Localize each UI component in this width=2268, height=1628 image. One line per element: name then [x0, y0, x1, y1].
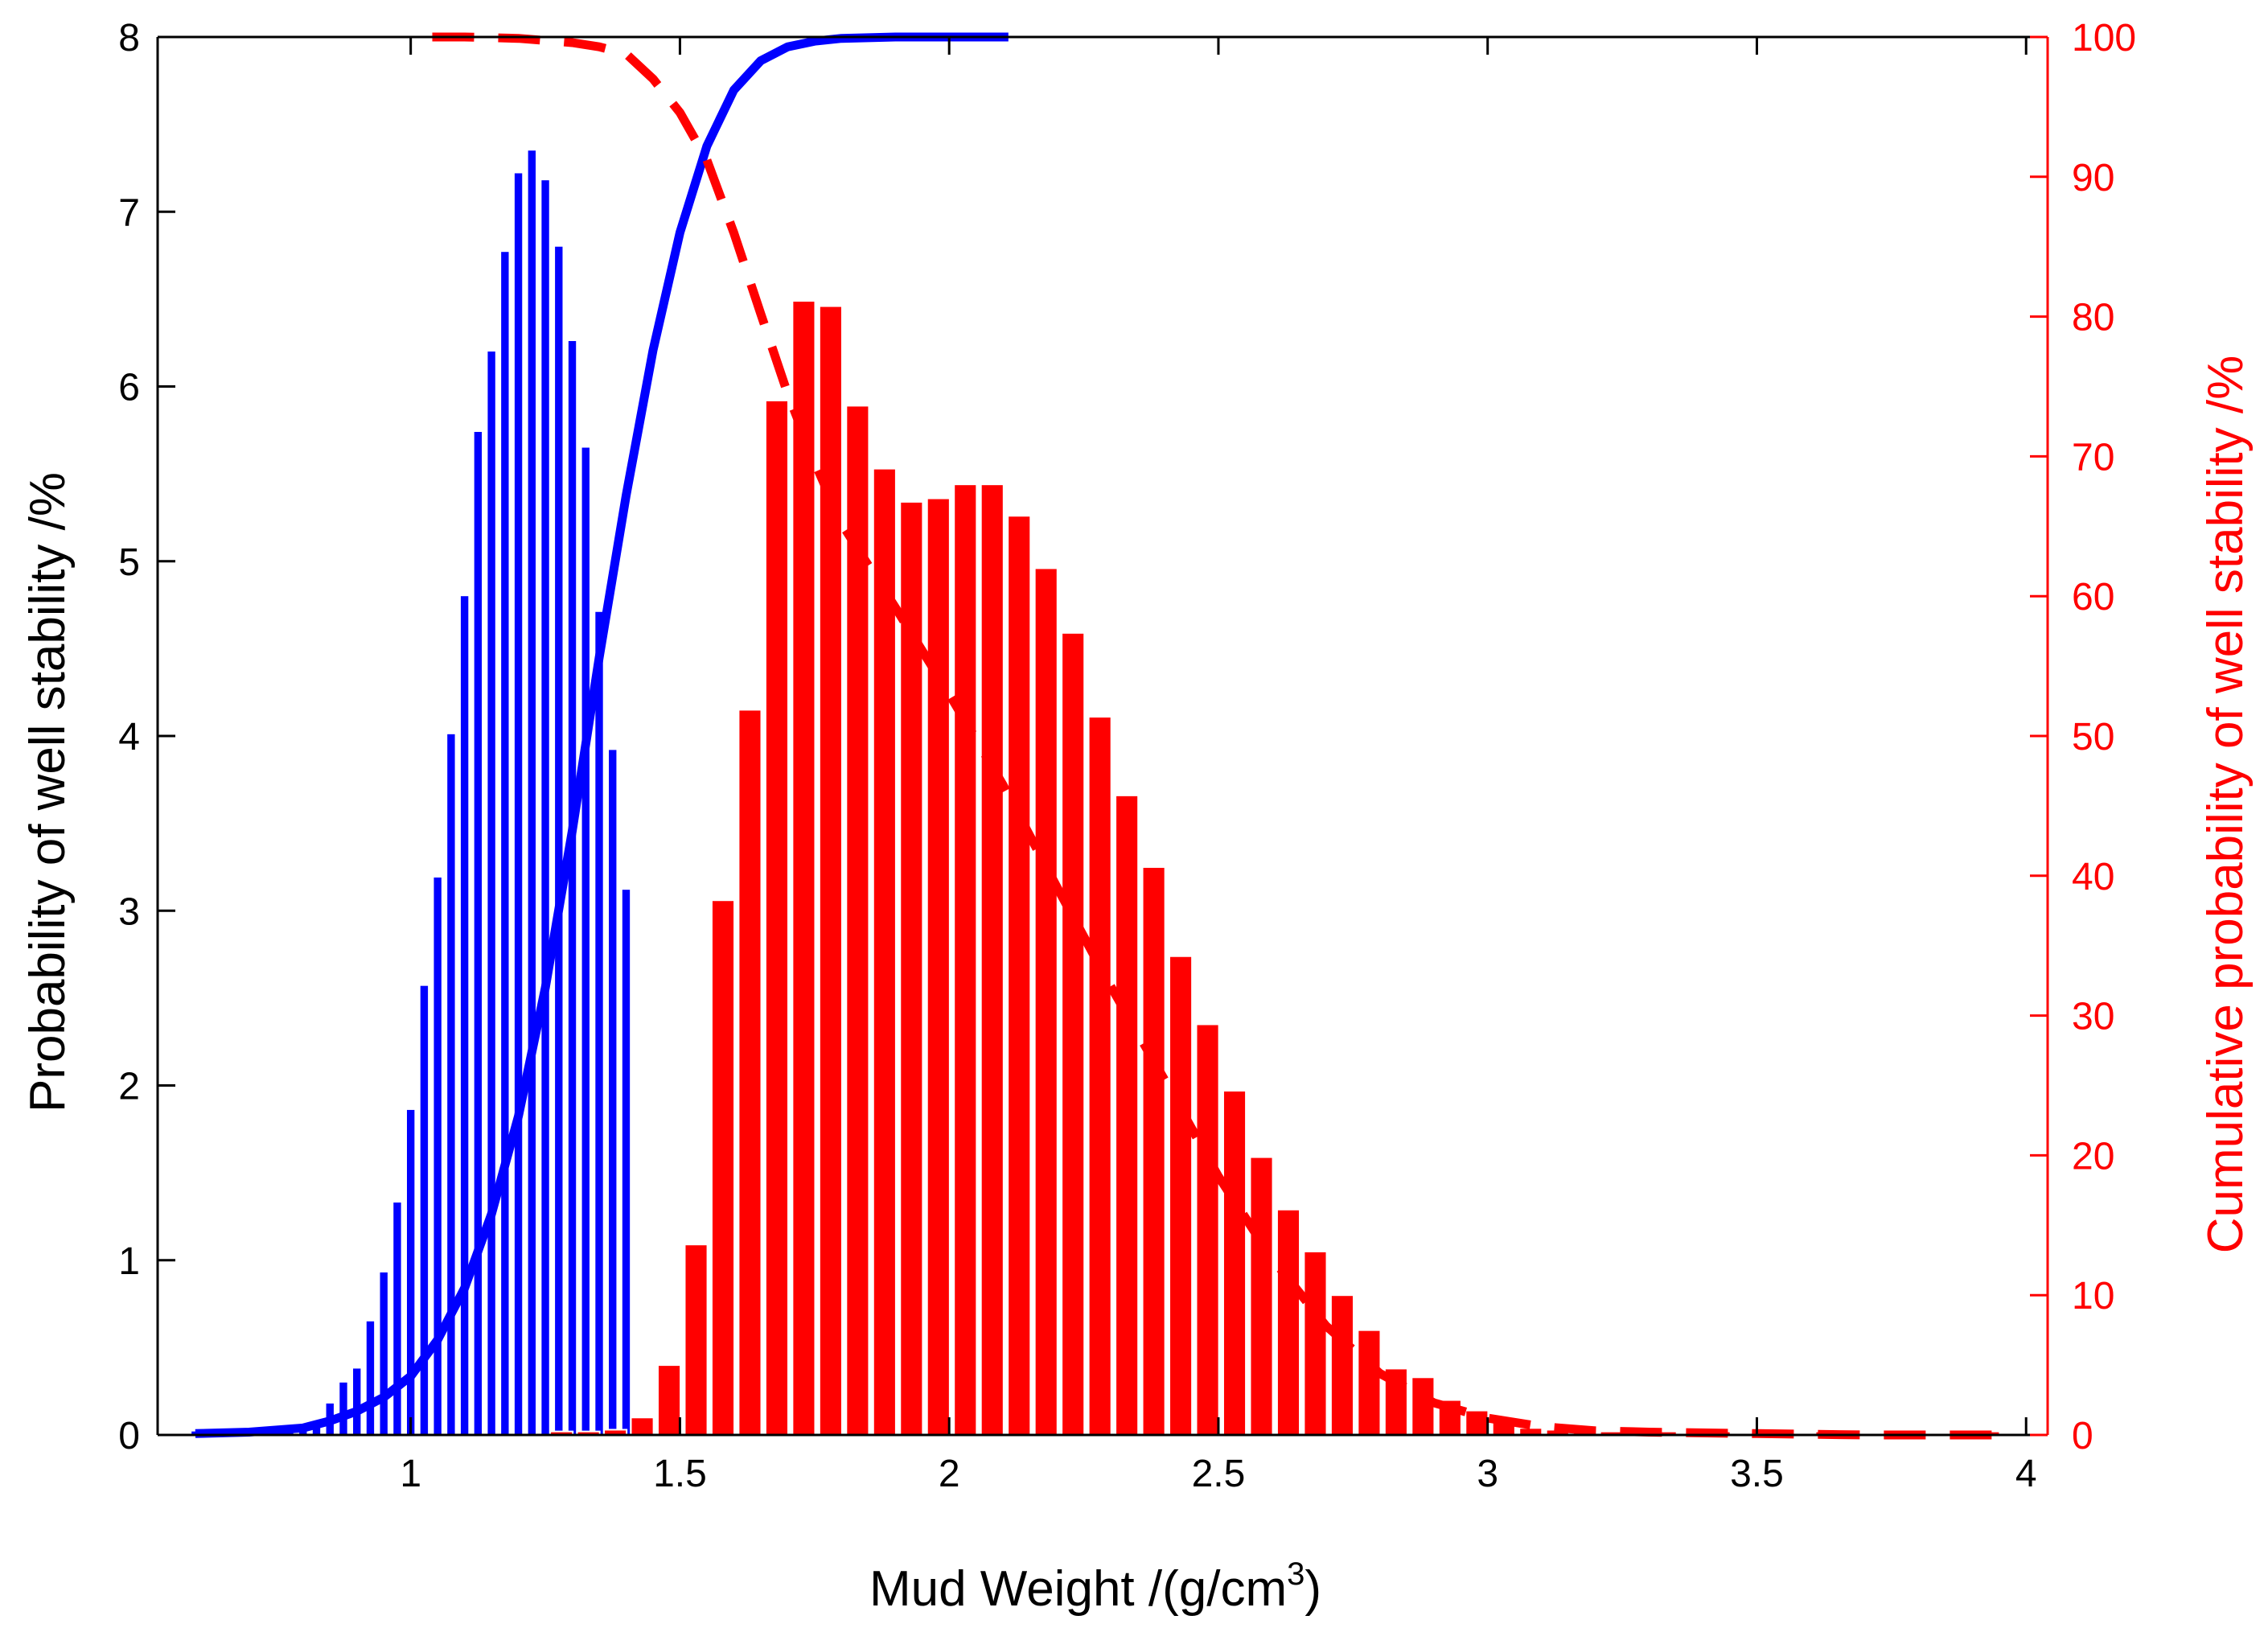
blue-cumulative-line [195, 32, 1009, 1438]
red-histogram-bar [1222, 1090, 1247, 1436]
axes-layer: 1 1.5 2 2.5 3 3.5 4012345678010203040506070809… [118, 17, 2136, 1495]
blue-histogram-bar [393, 1202, 401, 1435]
blue-histogram-bar [581, 447, 590, 1435]
red-histogram-bar [1007, 515, 1032, 1436]
blue-histogram-bar [609, 750, 617, 1435]
y-tick-label: 8 [118, 17, 140, 60]
y2-tick-label: 100 [2072, 17, 2136, 60]
x-tick-label: 1.5 [653, 1453, 707, 1495]
x-tick-label: 4 [2015, 1453, 2037, 1495]
red-histogram-bar [1033, 567, 1058, 1437]
x-tick-label: 3.5 [1730, 1453, 1784, 1495]
y-tick-label: 7 [118, 191, 140, 234]
y2-tick-label: 80 [2072, 297, 2114, 339]
y2-tick-label: 50 [2072, 716, 2114, 758]
red-cumulative-line [432, 32, 2005, 1440]
y2-tick-label: 70 [2072, 436, 2114, 479]
red-histogram-bar [980, 483, 1005, 1436]
red-histogram-bar [899, 500, 924, 1436]
blue-histogram-bar [501, 252, 509, 1435]
y-tick-label: 5 [118, 541, 140, 584]
blue-histogram-bar [191, 1431, 199, 1435]
x-tick-label: 1 [400, 1453, 421, 1495]
blue-histogram-bar [406, 1109, 415, 1435]
blue-histogram-bar [447, 734, 455, 1435]
y2-tick-label: 40 [2072, 856, 2114, 898]
red-histogram-bar [1087, 716, 1112, 1436]
blue-histogram-bar [339, 1382, 347, 1435]
y-tick-label: 1 [118, 1240, 140, 1283]
red-histogram-bar [791, 300, 816, 1436]
red-histogram-bar [926, 497, 951, 1436]
x-axis-title-superscript: 3 [1287, 1556, 1305, 1592]
y-tick-label: 2 [118, 1066, 140, 1108]
blue-histogram-bar [595, 611, 603, 1435]
red-histogram-bar [845, 405, 870, 1437]
x-axis-title-main: Mud Weight /(g/cm [869, 1561, 1287, 1617]
red-histogram-bar [1329, 1294, 1354, 1436]
y-tick-label: 6 [118, 367, 140, 409]
y2-tick-label: 20 [2072, 1135, 2114, 1178]
y2-tick-label: 90 [2072, 157, 2114, 199]
red-histogram-bar [1115, 794, 1140, 1436]
red-histogram-bar [1465, 1409, 1489, 1436]
y-tick-label: 4 [118, 716, 140, 758]
red-histogram-bar [684, 1244, 709, 1437]
red-histogram-bar [1249, 1156, 1274, 1436]
y-tick-label: 3 [118, 890, 140, 933]
y-axis-title: Probability of well stability /% [20, 472, 76, 1112]
red-histogram-bar [738, 709, 762, 1436]
red-histogram-bar [764, 399, 790, 1436]
y2-axis-title: Cumulative probability of well stability… [2198, 356, 2254, 1253]
red-histogram-bar [630, 1416, 655, 1437]
red-histogram-bar [1411, 1376, 1436, 1436]
blue-histogram-bar [380, 1272, 388, 1435]
x-axis-title: Mud Weight /(g/cm3) [869, 1556, 1321, 1617]
blue-histogram-bar [555, 246, 563, 1436]
blue-histogram-bar [568, 341, 577, 1435]
blue-histogram-bar [514, 173, 523, 1436]
red-histogram-bar [1357, 1329, 1382, 1437]
blue-histogram-bar [420, 985, 429, 1435]
x-tick-label: 2 [939, 1453, 960, 1495]
red-histogram-bar [710, 899, 736, 1436]
blue-histogram-bar [622, 890, 631, 1435]
y2-tick-label: 10 [2072, 1275, 2114, 1318]
cumulative-line-layer [195, 32, 2005, 1440]
blue-histogram-bar [433, 877, 442, 1435]
blue-histogram-bar [353, 1368, 361, 1435]
red-histogram-bar [1061, 631, 1086, 1436]
blue-histogram-bar [474, 431, 483, 1435]
x-axis-title-suffix: ) [1305, 1561, 1321, 1617]
red-histogram-bar [1141, 865, 1166, 1436]
red-histogram-bar [1195, 1023, 1220, 1437]
red-histogram-bar [1303, 1250, 1328, 1436]
blue-histogram-bar [528, 150, 536, 1435]
y2-tick-label: 0 [2072, 1415, 2093, 1457]
blue-histogram-bar [460, 596, 469, 1436]
red-histogram-bar [872, 467, 897, 1436]
x-tick-label: 2.5 [1192, 1453, 1246, 1495]
red-histogram-bar [1276, 1208, 1301, 1437]
y2-tick-label: 30 [2072, 996, 2114, 1038]
red-histogram-bar [1169, 955, 1194, 1436]
left-bar-layer [191, 150, 2001, 1437]
red-histogram-bar [953, 483, 978, 1436]
red-histogram-bar [656, 1364, 682, 1436]
y-tick-label: 0 [118, 1415, 140, 1457]
blue-histogram-bar [487, 352, 495, 1435]
blue-histogram-bar [366, 1321, 375, 1435]
y2-tick-label: 60 [2072, 576, 2114, 619]
x-tick-label: 3 [1477, 1453, 1498, 1495]
blue-histogram-bar [541, 180, 549, 1435]
